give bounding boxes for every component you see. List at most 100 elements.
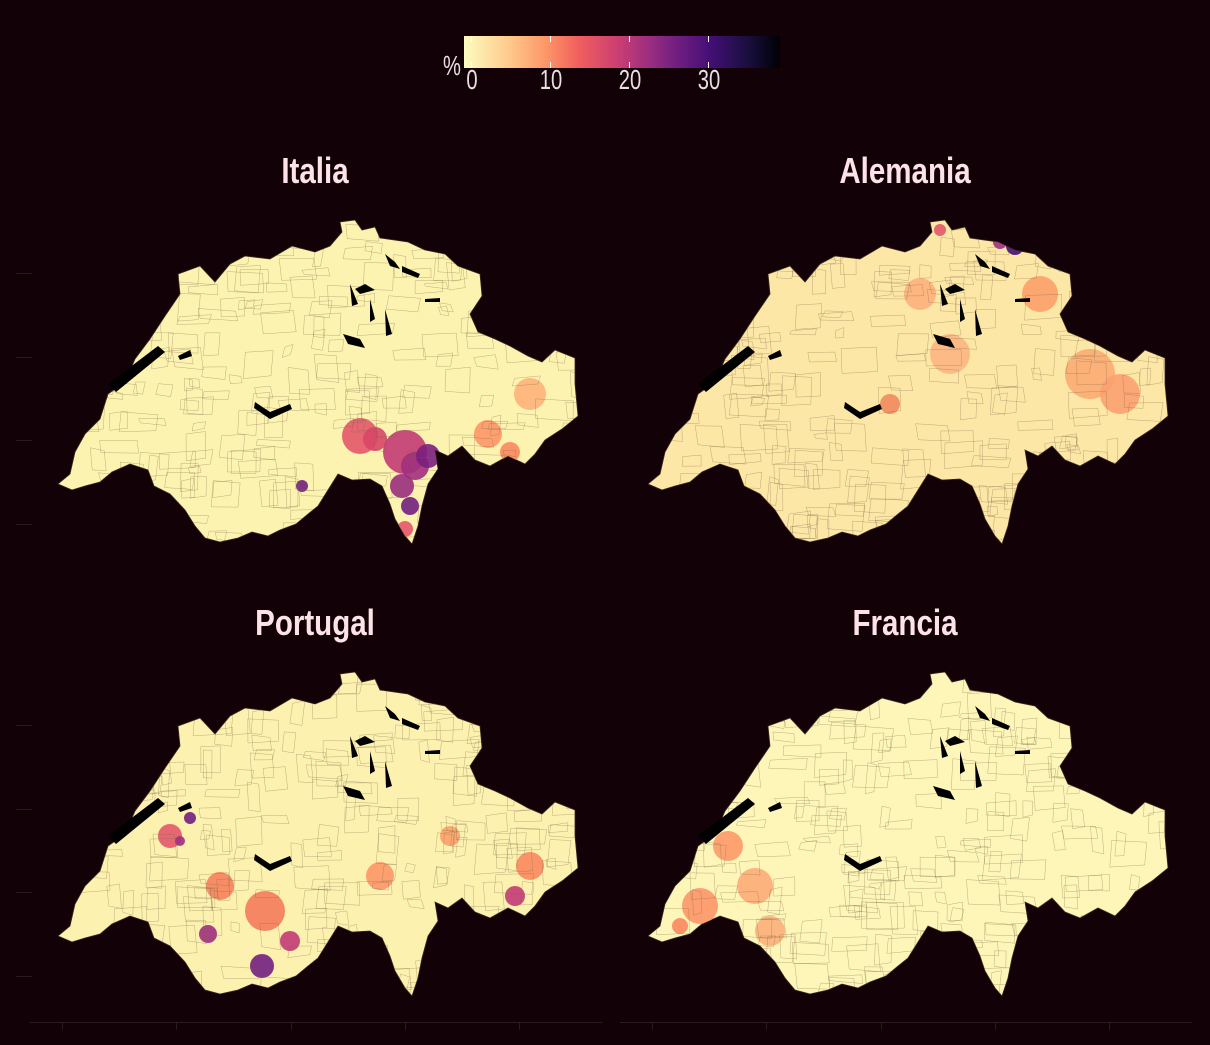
municipality-border [421, 332, 459, 358]
municipality-border [915, 423, 951, 442]
municipality-border [1160, 947, 1168, 958]
municipality-border [318, 527, 348, 536]
municipality-border [373, 735, 395, 754]
municipality-border [1065, 528, 1106, 544]
municipality-border [357, 411, 377, 432]
municipality-border [654, 276, 686, 292]
lake [108, 798, 165, 844]
municipality-border [682, 454, 702, 467]
lake [698, 798, 755, 844]
municipality-border [1109, 840, 1147, 868]
municipality-border [847, 475, 870, 503]
municipality-border [907, 718, 934, 735]
municipality-border [207, 994, 245, 996]
municipality-border [514, 536, 531, 544]
municipality-border [773, 464, 806, 487]
lake [385, 706, 400, 721]
municipality-border [327, 975, 362, 990]
municipality-border [337, 682, 363, 695]
legend-tick-30 [708, 36, 709, 42]
municipality-border [313, 354, 340, 383]
municipality-border [204, 789, 241, 798]
municipality-border [987, 811, 1005, 831]
municipality-border [502, 450, 517, 458]
municipality-border [122, 890, 135, 916]
municipality-border [245, 299, 263, 310]
municipality-border [1148, 810, 1166, 834]
lake [178, 350, 192, 360]
municipality-border [979, 443, 1007, 460]
municipality-border [1141, 334, 1156, 352]
municipality-border [1052, 830, 1066, 851]
municipality-border [443, 831, 455, 855]
municipality-border [493, 832, 527, 856]
municipality-border [680, 230, 714, 256]
municipality-border [402, 384, 432, 399]
municipality-border [988, 851, 1003, 873]
municipality-border [481, 466, 515, 491]
municipality-border [532, 220, 560, 229]
municipality-border [484, 255, 505, 264]
municipality-border [748, 539, 767, 544]
municipality-border [929, 368, 959, 384]
municipality-border [360, 672, 400, 677]
lake [975, 706, 990, 721]
x-axis-tick [519, 1022, 520, 1030]
municipality-border [655, 675, 691, 695]
municipality-border [1005, 890, 1024, 905]
municipality-border [1163, 339, 1168, 351]
municipality-border [1126, 264, 1165, 289]
municipality-border [966, 879, 1001, 906]
municipality-border [418, 739, 430, 763]
municipality-border [757, 901, 785, 911]
municipality-border [879, 805, 891, 828]
municipality-border [118, 719, 137, 735]
municipality-border [65, 732, 85, 751]
municipality-border [1123, 520, 1160, 539]
municipality-border [574, 723, 578, 740]
municipality-border [402, 267, 432, 278]
municipality-border [566, 793, 578, 810]
municipality-border [553, 220, 575, 237]
municipality-border [1137, 541, 1152, 544]
municipality-border [703, 841, 722, 868]
municipality-border [100, 769, 130, 782]
x-axis-tick [405, 1022, 406, 1030]
municipality-border [852, 764, 891, 789]
municipality-border [327, 339, 344, 353]
municipality-border [1066, 444, 1081, 455]
municipality-hotspot [682, 888, 718, 924]
municipality-border [819, 769, 840, 786]
municipality-border [823, 781, 846, 795]
municipality-border [303, 312, 342, 336]
municipality-border [332, 527, 346, 542]
municipality-border [146, 220, 182, 251]
municipality-border [1022, 800, 1033, 818]
municipality-border [652, 878, 670, 890]
municipality-border [739, 695, 770, 704]
municipality-border [759, 527, 773, 537]
municipality-border [1070, 301, 1101, 312]
municipality-border [933, 954, 959, 980]
lake [975, 309, 982, 336]
municipality-border [731, 355, 769, 386]
municipality-border [403, 681, 435, 693]
municipality-border [72, 716, 103, 741]
x-axis-tick [62, 1022, 63, 1030]
municipality-border [1059, 963, 1093, 975]
municipality-border [1069, 291, 1105, 318]
municipality-hotspot [390, 474, 414, 498]
municipality-border [324, 882, 360, 906]
municipality-border [155, 383, 174, 397]
lake [945, 736, 965, 746]
municipality-border [706, 698, 747, 724]
switzerland-map-italia [57, 219, 579, 545]
municipality-border [70, 509, 84, 531]
municipality-border [303, 751, 327, 761]
municipality-border [244, 241, 282, 250]
municipality-border [744, 352, 763, 366]
municipality-hotspot [1006, 237, 1024, 255]
legend-gradient-bar [464, 36, 780, 68]
municipality-hotspot [741, 949, 755, 963]
municipality-border [261, 815, 290, 824]
